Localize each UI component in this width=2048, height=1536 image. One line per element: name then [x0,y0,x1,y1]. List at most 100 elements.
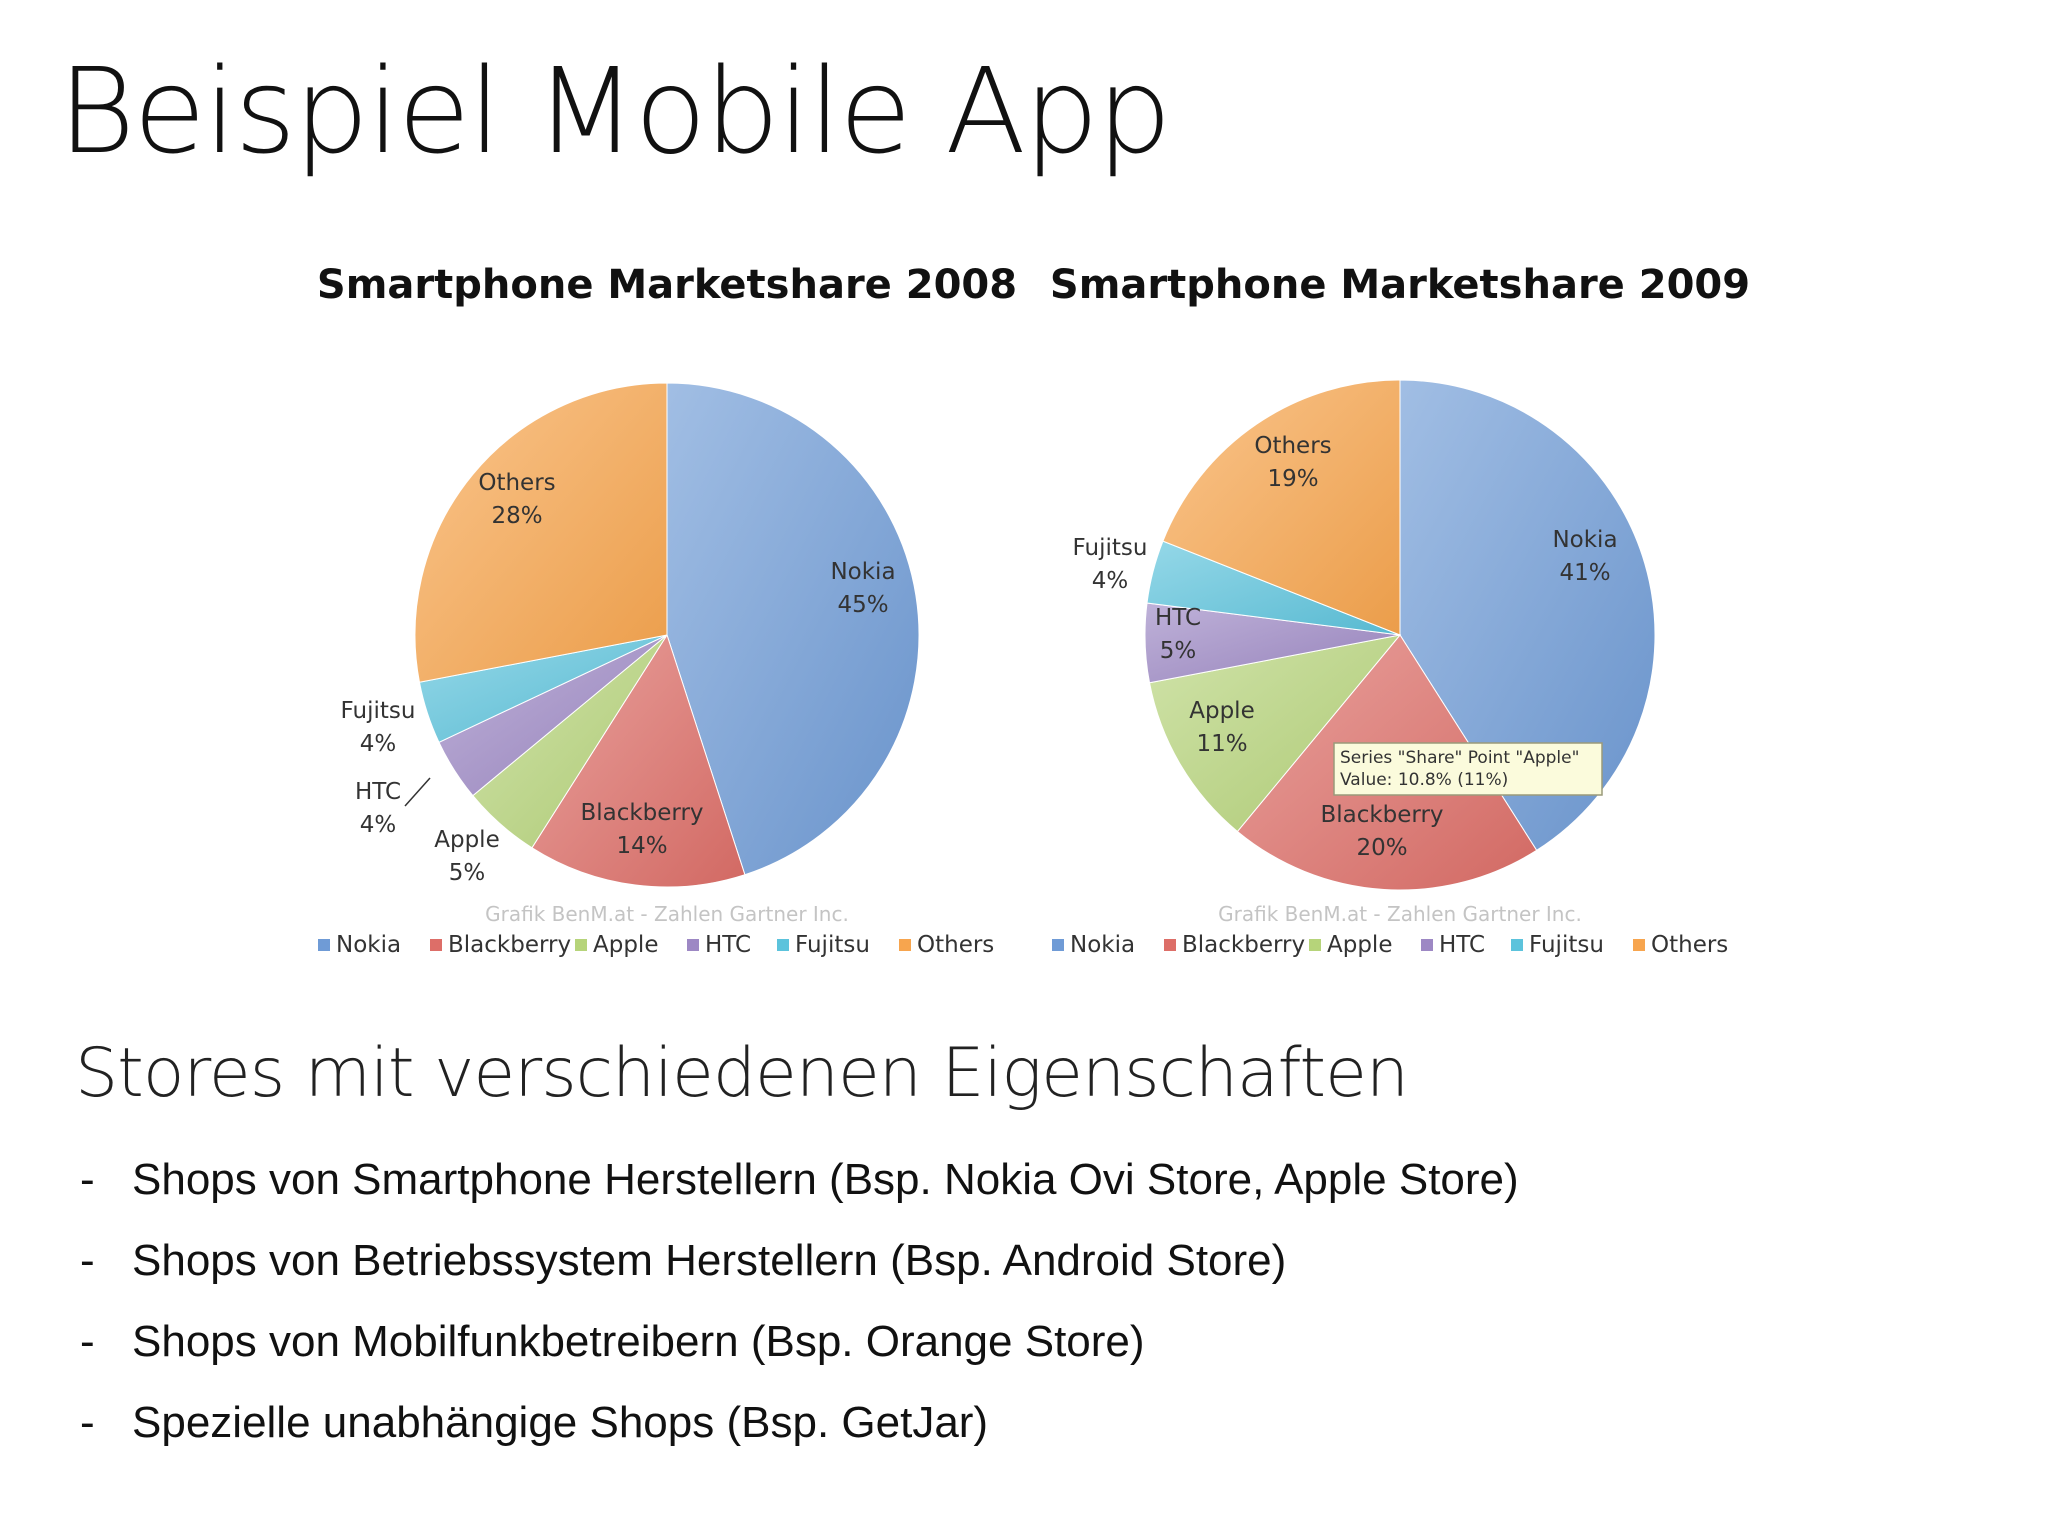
legend-item-apple: Apple [1309,932,1392,958]
slice-label-name: Others [478,470,555,496]
pie-slice-others [1162,379,1401,636]
pie-chart-1: Smartphone Marketshare 2008 Nokia 45% Black… [317,262,1017,958]
bullet-item: - Shops von Mobilfunkbetreibern (Bsp. Ora… [80,1312,1519,1393]
bullet-item: - Shops von Smartphone Herstellern (Bsp. … [80,1150,1519,1231]
data-label-apple: Apple 5% [434,827,499,886]
legend-swatch [1421,939,1433,951]
data-label-htc: HTC 5% [1155,605,1201,664]
legend-item-htc: HTC [687,932,751,958]
pie-charts-svg: Smartphone Marketshare 2008 Nokia 45% Black… [317,262,1750,958]
legend-swatch [899,939,911,951]
bullet-item: - Spezielle unabhängige Shops (Bsp. GetJa… [80,1393,1519,1474]
legend-label: Nokia [336,932,401,958]
legend-label: Apple [1327,932,1392,958]
legend-label: Blackberry [1182,932,1305,958]
slice-label-name: Apple [434,827,499,853]
data-label-blackberry: Blackberry 14% [580,800,703,859]
pie-chart-2: Smartphone Marketshare 2009 Nokia 41% Black… [1050,262,1750,958]
pie-slice-nokia [1399,379,1656,851]
bullet-text: Shops von Betriebssystem Herstellern (Bs… [132,1236,1287,1285]
legend-label: HTC [1439,932,1485,958]
legend-label: Blackberry [448,932,571,958]
chart-tooltip: Series "Share" Point "Apple"Value: 10.8%… [1333,742,1603,796]
slice-label-value: 11% [1196,731,1247,757]
data-label-fujitsu: Fujitsu 4% [1073,535,1148,594]
slice-label-value: 14% [616,833,667,859]
data-label-others: Others 19% [1254,433,1331,492]
slice-label-name: HTC [355,779,401,805]
legend-label: Others [917,932,994,958]
legend-label: Nokia [1070,932,1135,958]
slice-label-value: 41% [1559,560,1610,586]
bullet-dash: - [80,1398,95,1447]
data-label-nokia: Nokia 41% [1552,527,1617,586]
legend-item-others: Others [1633,932,1728,958]
legend-swatch [575,939,587,951]
legend-swatch [318,939,330,951]
section-subtitle: Stores mit verschiedenen Eigenschaften [75,1034,1409,1113]
slice-label-value: 45% [837,592,888,618]
legend-label: HTC [705,932,751,958]
legend-label: Others [1651,932,1728,958]
chart-credit: Grafik BenM.at - Zahlen Gartner Inc. [485,902,849,926]
slice-label-value: 28% [491,503,542,529]
bullet-text: Shops von Smartphone Herstellern (Bsp. N… [132,1155,1519,1204]
legend-item-nokia: Nokia [1052,932,1135,958]
legend-item-others: Others [899,932,994,958]
data-label-blackberry: Blackberry 20% [1320,802,1443,861]
data-label-htc: HTC 4% [355,777,431,838]
data-label-fujitsu: Fujitsu 4% [341,698,416,757]
slice-label-name: Nokia [1552,527,1617,553]
bullet-item: - Shops von Betriebssystem Herstellern (B… [80,1231,1519,1312]
legend-swatch [430,939,442,951]
legend-label: Apple [593,932,658,958]
pie-slice-nokia [666,382,920,876]
legend-item-fujitsu: Fujitsu [1511,932,1604,958]
slice-label-value: 4% [360,812,397,838]
bullet-text: Shops von Mobilfunkbetreibern (Bsp. Oran… [132,1317,1145,1366]
slide-title: Beispiel Mobile App [58,42,1172,180]
legend-swatch [1052,939,1064,951]
slice-label-value: 19% [1267,466,1318,492]
data-label-nokia: Nokia 45% [830,559,895,618]
slice-label-value: 4% [1092,568,1129,594]
legend-swatch [1511,939,1523,951]
data-label-apple: Apple 11% [1189,698,1254,757]
chart-credit: Grafik BenM.at - Zahlen Gartner Inc. [1218,902,1582,926]
legend-item-fujitsu: Fujitsu [777,932,870,958]
slice-label-name: Fujitsu [1073,535,1148,561]
leader-line [404,777,431,807]
chart-title: Smartphone Marketshare 2009 [1050,262,1750,308]
charts-area: Smartphone Marketshare 2008 Nokia 45% Black… [317,262,1750,958]
legend-item-apple: Apple [575,932,658,958]
slice-label-value: 5% [449,860,486,886]
slice-label-name: Blackberry [580,800,703,826]
legend-item-blackberry: Blackberry [1164,932,1305,958]
tooltip-box [1333,742,1603,796]
pie-slice-apple [1148,634,1402,833]
slice-label-name: Others [1254,433,1331,459]
bullet-dash: - [80,1317,95,1366]
slice-label-name: Nokia [830,559,895,585]
pie-slice-others [414,382,668,683]
tooltip-line-2: Value: 10.8% (11%) [1340,770,1508,790]
slice-label-name: Blackberry [1320,802,1443,828]
pie-slice-blackberry [531,633,746,888]
legend-item-htc: HTC [1421,932,1485,958]
data-label-others: Others 28% [478,470,555,529]
slice-label-value: 4% [360,731,397,757]
bullet-text: Spezielle unabhängige Shops (Bsp. GetJar… [132,1398,989,1447]
legend-swatch [1164,939,1176,951]
slice-label-name: HTC [1155,605,1201,631]
bullet-dash: - [80,1155,95,1204]
legend-item-nokia: Nokia [318,932,401,958]
bullet-dash: - [80,1236,95,1285]
legend-swatch [1633,939,1645,951]
bullet-list: - Shops von Smartphone Herstellern (Bsp. … [80,1150,1519,1474]
slice-label-value: 5% [1160,638,1197,664]
legend-item-blackberry: Blackberry [430,932,571,958]
slice-label-name: Fujitsu [341,698,416,724]
slice-label-name: Apple [1189,698,1254,724]
chart-title: Smartphone Marketshare 2008 [317,262,1017,308]
tooltip-line-1: Series "Share" Point "Apple" [1340,748,1579,768]
